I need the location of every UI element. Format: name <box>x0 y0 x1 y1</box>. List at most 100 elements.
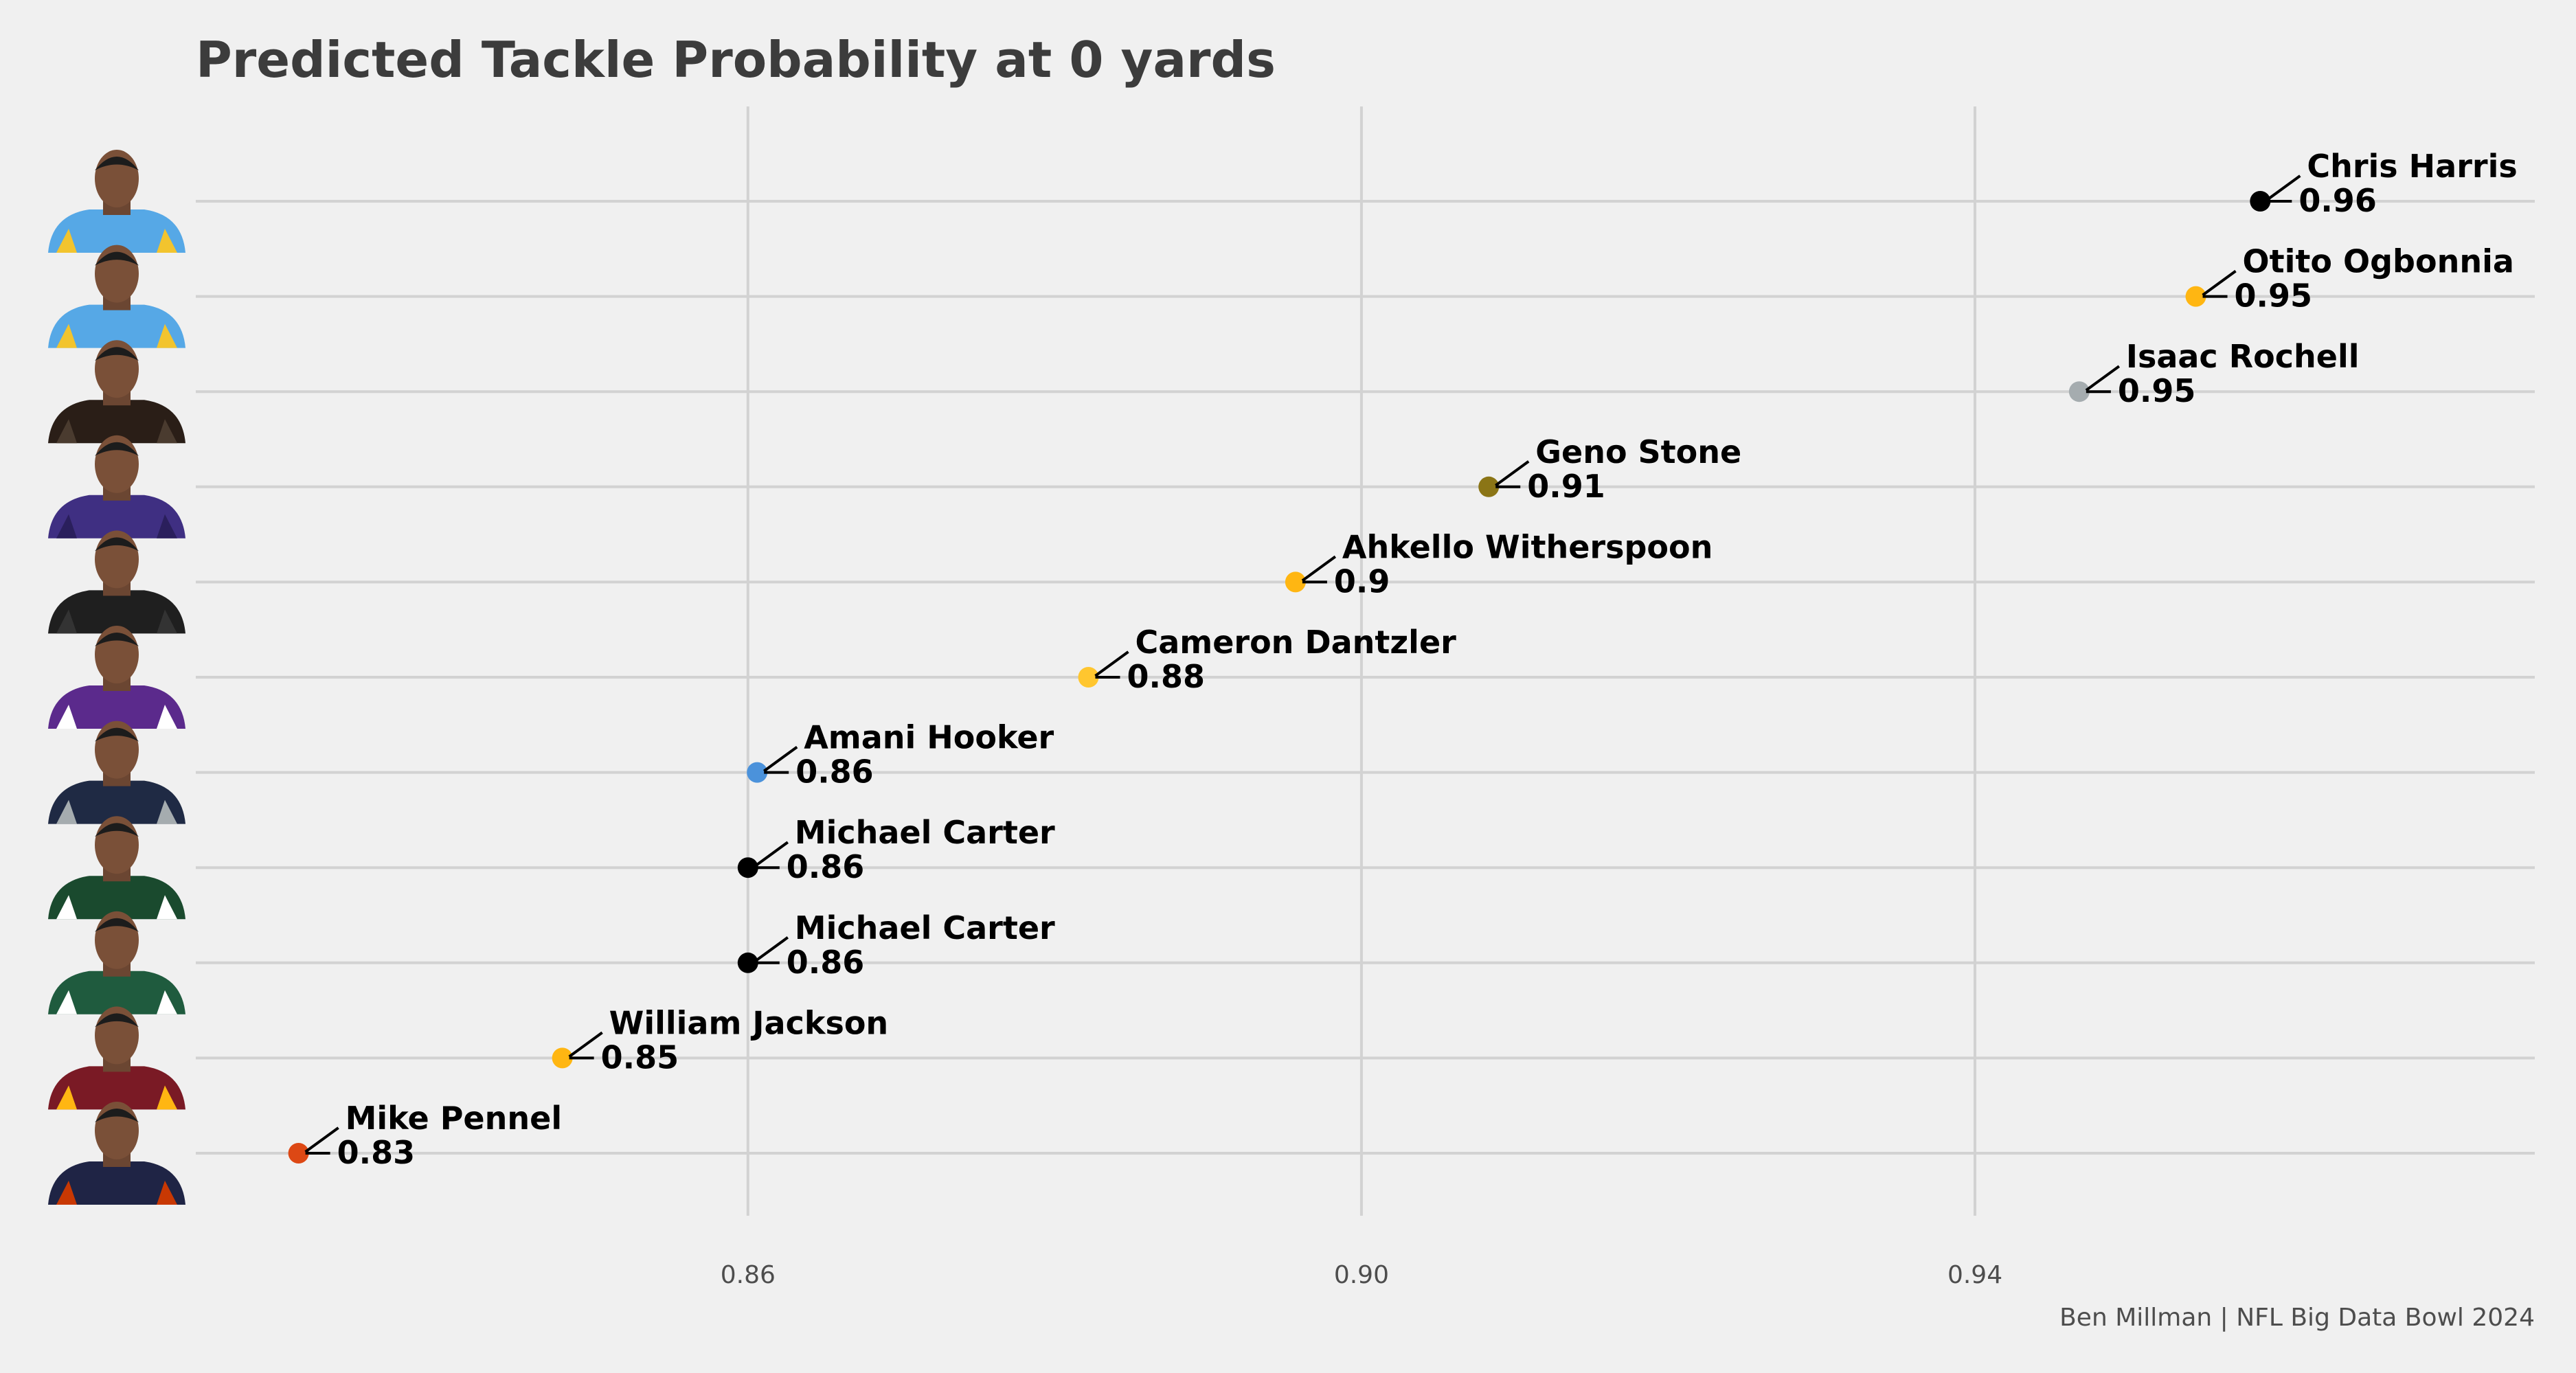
jersey-shape <box>48 685 185 729</box>
hair-shape <box>95 442 139 456</box>
player-name-label: William Jackson <box>609 1004 889 1041</box>
label-leader <box>1301 555 1337 582</box>
player-headshot <box>48 1006 185 1110</box>
value-label: 0.91 <box>1527 468 1605 505</box>
label-leader <box>2085 365 2121 392</box>
jersey-shape <box>48 590 185 634</box>
x-axis-ticks: 0.86 0.90 0.94 <box>721 1261 2002 1289</box>
jersey-stripe <box>56 1181 77 1205</box>
jersey-shape <box>48 495 185 538</box>
player-headshot <box>48 245 185 348</box>
jersey-shape <box>48 1161 185 1205</box>
chart-caption: Ben Millman | NFL Big Data Bowl 2024 <box>2059 1304 2535 1332</box>
value-label: 0.83 <box>337 1134 415 1171</box>
data-point <box>1478 476 1500 497</box>
data-point <box>747 762 768 783</box>
value-label: 0.88 <box>1127 658 1205 695</box>
data-point <box>2250 191 2271 212</box>
jersey-stripe <box>56 799 77 824</box>
jersey-stripe <box>56 1085 77 1110</box>
label-leader <box>763 745 798 773</box>
data-point <box>552 1047 573 1069</box>
jersey-stripe <box>157 705 177 729</box>
hair-shape <box>95 157 139 170</box>
jersey-stripe <box>157 419 177 444</box>
value-label: 0.86 <box>787 944 865 981</box>
jersey-stripe <box>56 229 77 253</box>
player-name-label: Ahkello Witherspoon <box>1342 528 1713 565</box>
value-label: 0.85 <box>601 1039 679 1076</box>
label-leader <box>1094 650 1129 677</box>
hair-shape <box>95 1013 139 1028</box>
hair-shape <box>95 251 139 266</box>
x-tick-label: 0.90 <box>1334 1261 1389 1289</box>
hair-shape <box>95 1109 139 1122</box>
value-label: 0.95 <box>2235 277 2313 315</box>
player-name-label: Michael Carter <box>795 814 1055 851</box>
data-points <box>288 191 2271 1164</box>
jersey-stripe <box>157 799 177 824</box>
jersey-stripe <box>157 514 177 538</box>
hair-shape <box>95 347 139 361</box>
vertical-gridlines <box>746 106 1977 1216</box>
jersey-stripe <box>157 990 177 1014</box>
jersey-shape <box>48 971 185 1014</box>
jersey-stripe <box>56 990 77 1014</box>
jersey-stripe <box>56 514 77 538</box>
player-headshots <box>48 150 185 1205</box>
jersey-stripe <box>157 895 177 920</box>
player-name-label: Michael Carter <box>795 909 1055 946</box>
player-headshot <box>48 435 185 538</box>
data-point <box>737 952 758 973</box>
hair-shape <box>95 727 139 742</box>
value-label: 0.95 <box>2118 372 2196 409</box>
horizontal-gridlines <box>196 200 2535 1155</box>
label-leader <box>2266 174 2301 201</box>
hair-shape <box>95 537 139 552</box>
player-headshot <box>48 911 185 1014</box>
jersey-stripe <box>157 229 177 253</box>
value-label: 0.86 <box>795 753 874 791</box>
x-tick-label: 0.94 <box>1947 1261 2002 1289</box>
jersey-stripe <box>157 1085 177 1110</box>
hair-shape <box>95 633 139 646</box>
label-leader <box>754 936 789 963</box>
player-name-label: Cameron Dantzler <box>1135 624 1456 661</box>
jersey-shape <box>48 209 185 253</box>
data-point <box>2068 381 2090 402</box>
player-name-label: Geno Stone <box>1535 433 1741 470</box>
jersey-shape <box>48 1066 185 1110</box>
player-name-label: Isaac Rochell <box>2126 338 2360 375</box>
player-name-label: Chris Harris <box>2307 148 2517 185</box>
data-point <box>737 857 758 878</box>
data-point <box>2185 286 2206 307</box>
value-label: 0.96 <box>2298 182 2377 219</box>
value-label: 0.9 <box>1334 563 1390 600</box>
x-tick-label: 0.86 <box>721 1261 776 1289</box>
jersey-stripe <box>56 705 77 729</box>
jersey-shape <box>48 400 185 444</box>
label-leader <box>304 1126 339 1153</box>
jersey-shape <box>48 304 185 348</box>
hair-shape <box>95 918 139 932</box>
jersey-stripe <box>56 324 77 348</box>
jersey-stripe <box>157 1181 177 1205</box>
value-label: 0.86 <box>787 848 865 885</box>
jersey-stripe <box>157 324 177 348</box>
jersey-shape <box>48 876 185 920</box>
hair-shape <box>95 823 139 837</box>
data-point <box>1078 667 1099 688</box>
player-headshot <box>48 816 185 920</box>
player-headshot <box>48 720 185 824</box>
player-headshot <box>48 150 185 253</box>
player-headshot <box>48 1102 185 1205</box>
label-leader <box>568 1031 603 1058</box>
player-name-label: Amani Hooker <box>804 719 1054 756</box>
player-headshot <box>48 340 185 444</box>
label-leader <box>1495 460 1530 487</box>
jersey-stripe <box>157 609 177 634</box>
jersey-stripe <box>56 895 77 920</box>
jersey-stripe <box>56 609 77 634</box>
